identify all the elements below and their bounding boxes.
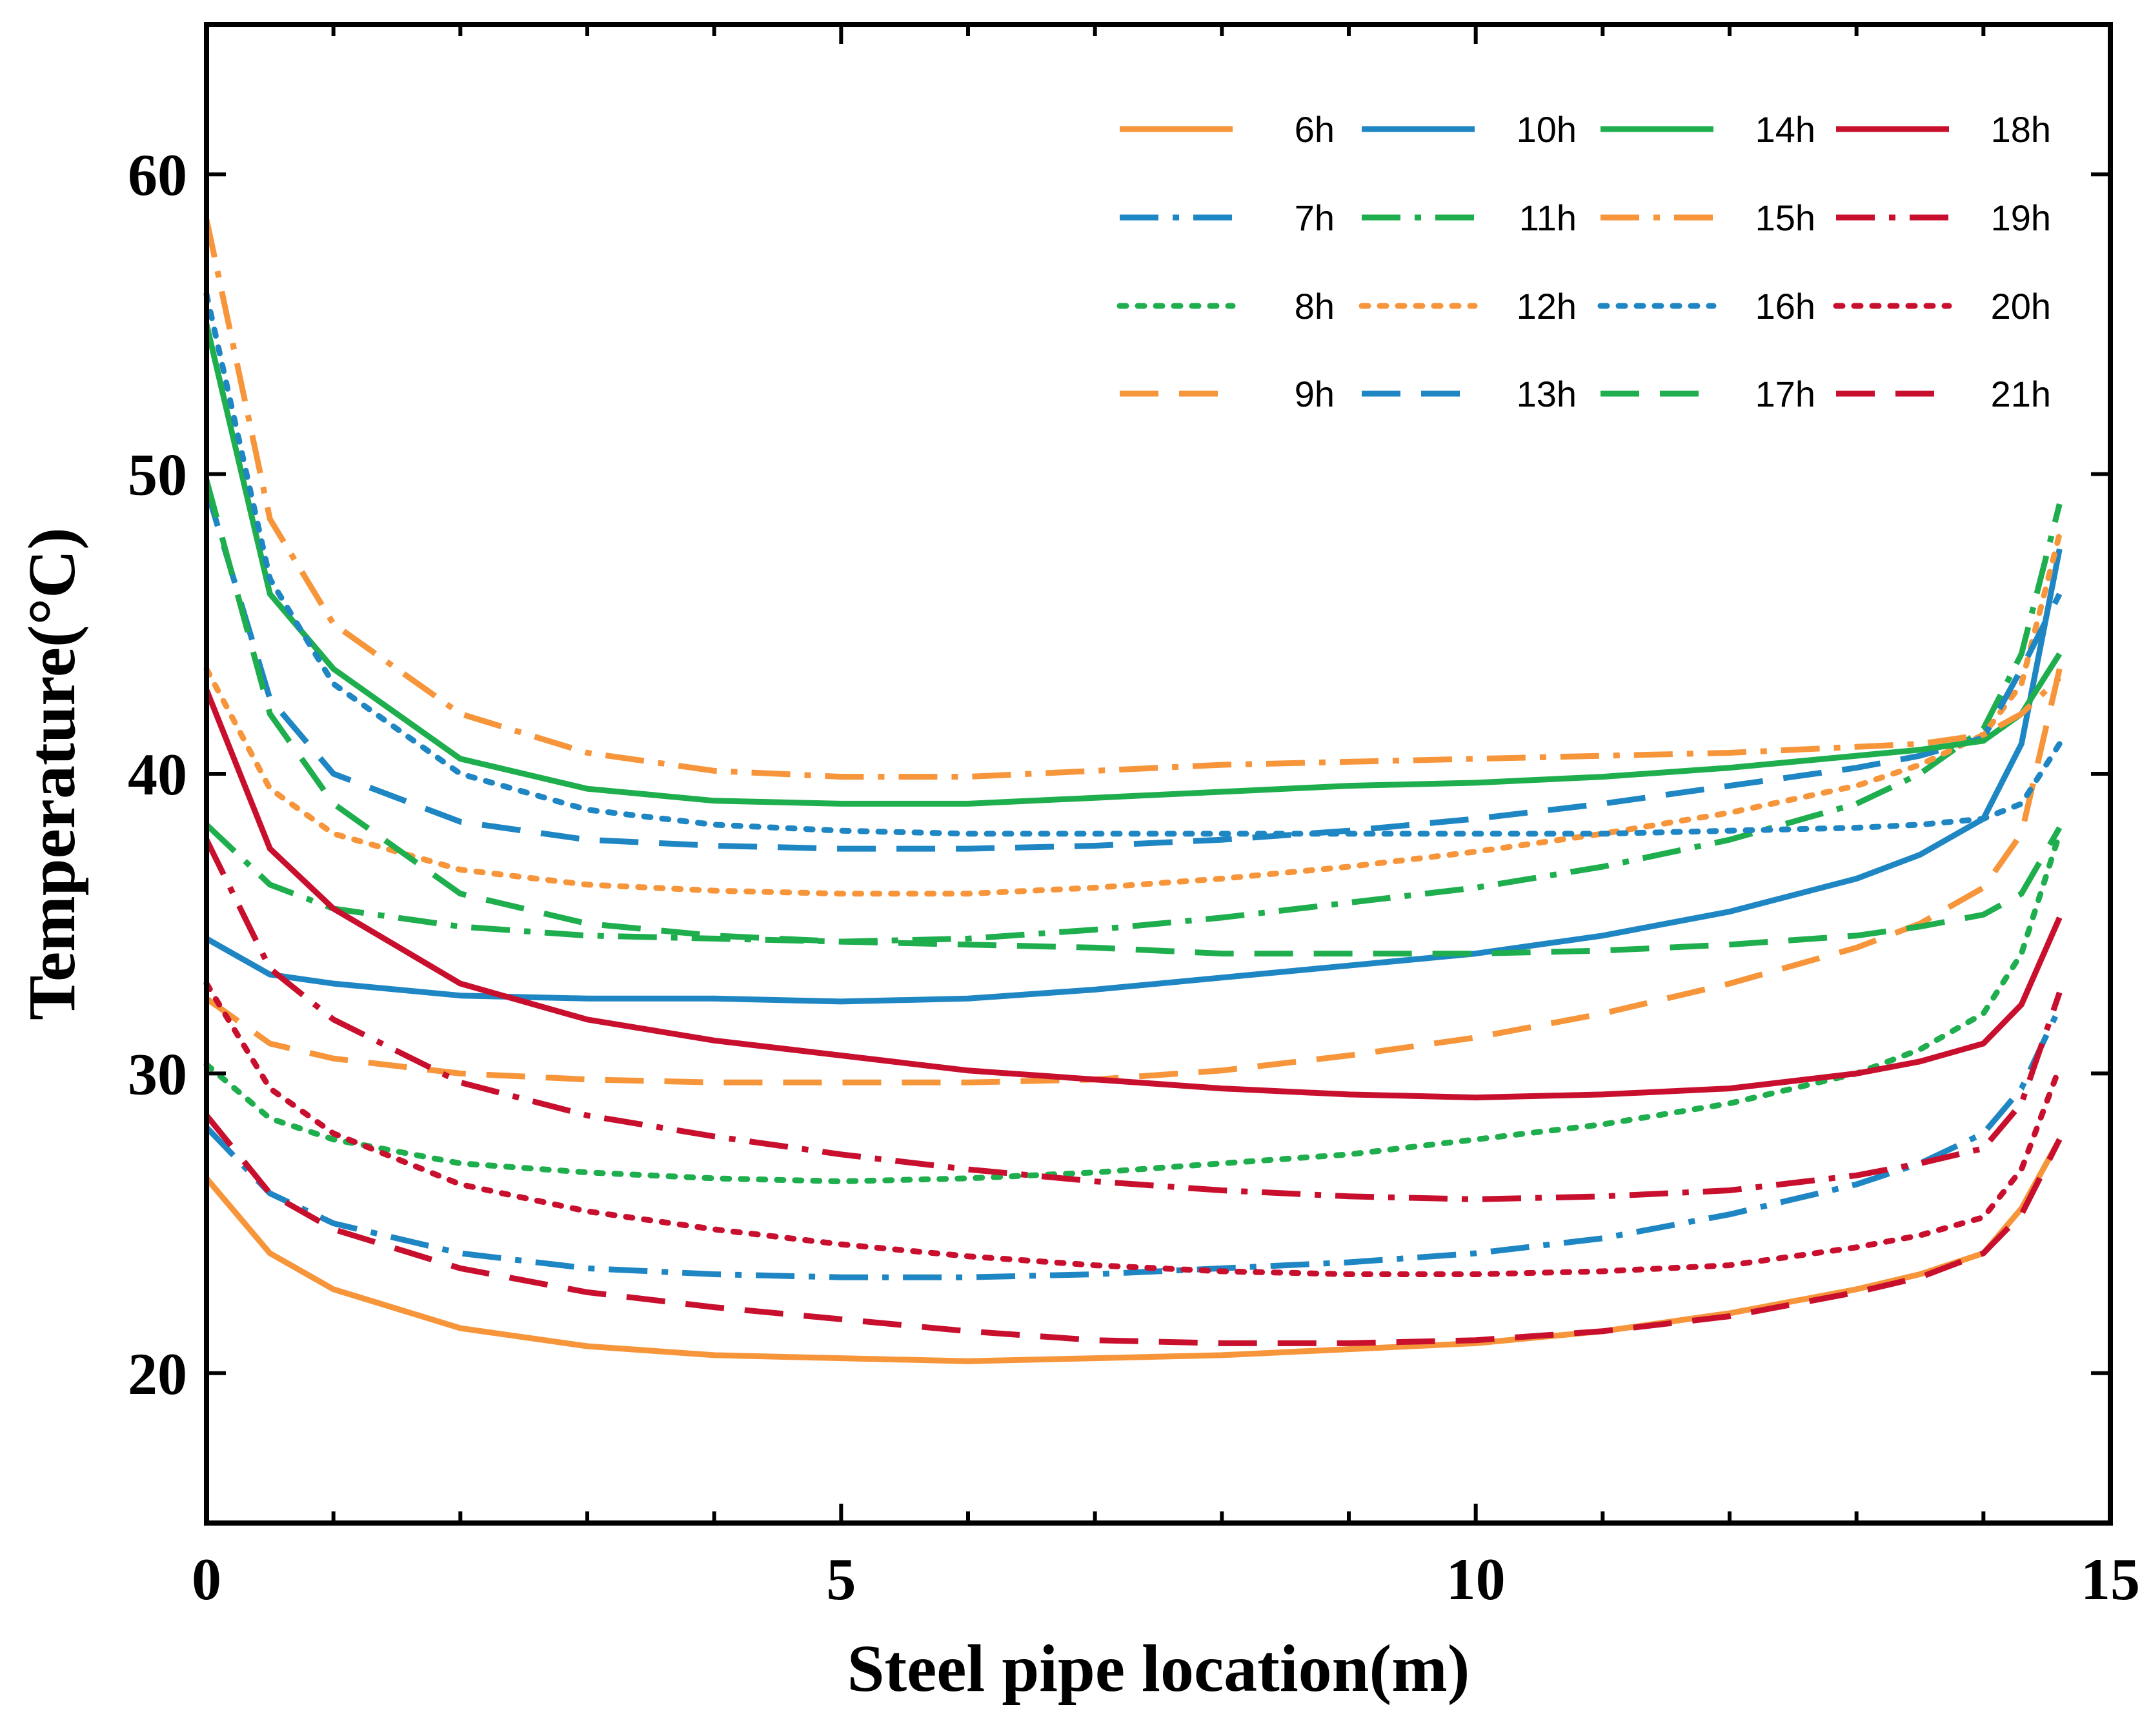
legend-label-10h: 10h bbox=[1517, 109, 1577, 150]
series-line-6h bbox=[204, 1138, 2063, 1364]
legend-label-16h: 16h bbox=[1755, 286, 1815, 327]
legend-label-21h: 21h bbox=[1991, 374, 2051, 414]
y-axis-title: Temperature(°C) bbox=[15, 527, 89, 1020]
legend-label-9h: 9h bbox=[1295, 374, 1335, 414]
x-tick-label-10: 10 bbox=[1446, 1546, 1506, 1612]
x-tick-label-5: 5 bbox=[826, 1546, 856, 1612]
series-line-20h bbox=[203, 980, 2063, 1277]
series-line-10h bbox=[205, 548, 2063, 1005]
legend-label-12h: 12h bbox=[1517, 286, 1577, 327]
legend-label-17h: 17h bbox=[1755, 374, 1815, 414]
legend-label-20h: 20h bbox=[1991, 286, 2051, 327]
series-line-15h bbox=[203, 218, 2062, 780]
series-line-13h bbox=[203, 488, 2063, 852]
series-line-8h bbox=[203, 831, 2063, 1185]
series-line-12h bbox=[203, 531, 2063, 897]
y-tick-label-30: 30 bbox=[128, 1041, 187, 1107]
x-tick-label-0: 0 bbox=[192, 1546, 221, 1612]
legend-label-18h: 18h bbox=[1991, 109, 2051, 150]
legend-label-7h: 7h bbox=[1295, 197, 1335, 238]
legend-label-14h: 14h bbox=[1755, 109, 1815, 150]
x-axis-title: Steel pipe location(m) bbox=[847, 1631, 1470, 1706]
y-tick-label-50: 50 bbox=[128, 442, 187, 508]
series-line-16h bbox=[203, 291, 2063, 837]
legend-label-15h: 15h bbox=[1755, 197, 1815, 238]
series-line-21h bbox=[204, 1113, 2063, 1346]
series-line-14h bbox=[203, 323, 2063, 807]
series-line-19h bbox=[203, 838, 2063, 1202]
legend: 6h 7h 8h 9h 10h 11h 12h 13h 14h 15h 16h 17h 18h 19h 20… bbox=[1116, 109, 2051, 414]
legend-label-19h: 19h bbox=[1991, 197, 2051, 238]
series-layer bbox=[203, 218, 2063, 1364]
series-line-17h bbox=[203, 479, 2063, 957]
y-tick-label-40: 40 bbox=[128, 742, 187, 807]
series-line-11h bbox=[204, 503, 2063, 945]
series-line-9h bbox=[205, 668, 2063, 1085]
legend-label-6h: 6h bbox=[1295, 109, 1335, 150]
series-line-18h bbox=[203, 689, 2063, 1101]
y-tick-label-60: 60 bbox=[128, 142, 187, 208]
legend-label-11h: 11h bbox=[1519, 197, 1577, 238]
series-line-7h bbox=[204, 1006, 2063, 1280]
tick-layer: 0 5 10 15 20 30 40 50 60 bbox=[128, 25, 2140, 1612]
legend-label-13h: 13h bbox=[1517, 374, 1577, 414]
x-tick-label-15: 15 bbox=[2081, 1546, 2140, 1612]
y-tick-label-20: 20 bbox=[128, 1341, 187, 1407]
legend-label-8h: 8h bbox=[1295, 286, 1335, 327]
